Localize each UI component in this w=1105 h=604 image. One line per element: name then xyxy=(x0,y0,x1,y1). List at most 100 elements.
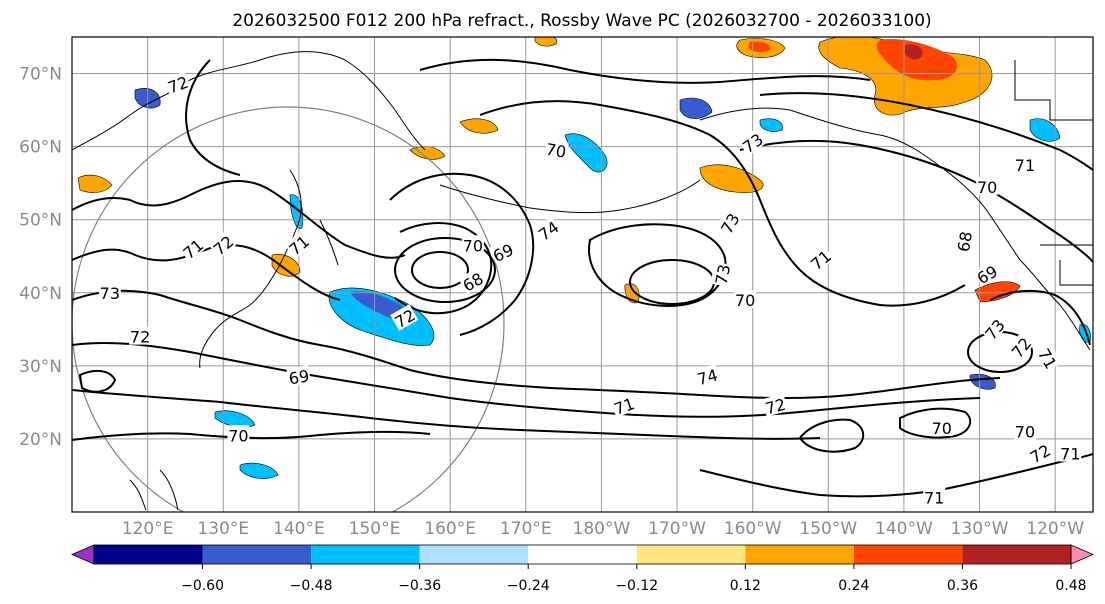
coastlines xyxy=(72,51,1093,511)
colorbar-tick-label: 0.24 xyxy=(838,578,869,594)
contour-west-1 xyxy=(185,59,241,176)
anomaly-strong-n xyxy=(748,41,771,53)
contour-label-bg xyxy=(1025,439,1054,466)
anomaly-strong-ne xyxy=(876,38,958,81)
contour-label: 69 xyxy=(287,366,310,388)
contour-low-outer xyxy=(389,172,535,336)
lon-label: 140°W xyxy=(875,519,933,539)
contour-label: 70 xyxy=(735,291,755,310)
contour-label-bg xyxy=(610,392,638,418)
colorbar-segment xyxy=(419,545,529,564)
contour-label: 73 xyxy=(712,263,734,286)
plot-title: 2026032500 F012 200 hPa refract., Rossby… xyxy=(232,11,931,31)
border-canada xyxy=(1014,60,1093,121)
contour-label-bg xyxy=(930,417,953,436)
contour-68-low xyxy=(411,251,469,289)
anomaly-negative-2 xyxy=(564,133,608,173)
contour-label-group: 70 xyxy=(543,138,569,162)
lon-label: 160°W xyxy=(724,519,782,539)
contour-label-group: 70 xyxy=(734,290,757,310)
contour-label: 71 xyxy=(924,488,944,507)
coast-asia-north xyxy=(72,51,426,151)
colorbar-frame xyxy=(93,544,1072,565)
contour-label: 70 xyxy=(228,426,248,445)
contour-label-bg xyxy=(98,282,121,301)
contour-label-group: 70 xyxy=(1013,421,1036,442)
contour-label: 72 xyxy=(130,328,150,347)
contour-label-group: 71 xyxy=(1013,154,1036,175)
contour-label-bg xyxy=(129,326,152,345)
contour-71-east xyxy=(759,92,1093,171)
contour-label-group: 73 xyxy=(98,282,121,303)
map-frame xyxy=(71,36,1094,513)
contour-label: 70 xyxy=(977,178,997,197)
contour-72 xyxy=(72,341,981,418)
colorbar-tick-label: −0.36 xyxy=(398,578,441,594)
contour-north-1 xyxy=(72,179,406,259)
contour-label-group: 70 xyxy=(227,425,250,445)
colorbar-segment xyxy=(962,545,1071,564)
contour-label-bg xyxy=(734,290,757,309)
contour-label: 71 xyxy=(1060,445,1080,464)
lon-label: 180°W xyxy=(573,519,631,539)
contour-label: 68 xyxy=(954,230,976,253)
anomaly-positive-1 xyxy=(534,37,558,47)
anomaly-negative-5 xyxy=(1029,118,1061,142)
contour-label-bg xyxy=(284,230,313,259)
contour-label-bg xyxy=(208,230,237,259)
contour-label-bg xyxy=(715,208,743,237)
contour-70-south xyxy=(72,430,431,441)
map-background xyxy=(72,37,1093,512)
lon-label: 120°E xyxy=(122,519,174,539)
contour-label-bg xyxy=(543,138,569,161)
lat-label: 60°N xyxy=(19,138,62,158)
contour-label-group: 74 xyxy=(694,364,720,389)
colorbar-tick-label: −0.60 xyxy=(181,578,224,594)
colorbar-tick-label: 0.12 xyxy=(730,578,761,594)
contour-70-low xyxy=(394,222,493,315)
contour-label-bg xyxy=(923,487,946,506)
colorbar-segment xyxy=(311,545,420,564)
contour-label: 70 xyxy=(463,236,483,255)
contour-label-bg xyxy=(461,235,484,254)
coast-asia-east xyxy=(199,169,302,369)
coast-kamchatka xyxy=(319,219,339,266)
contours xyxy=(72,58,1093,498)
contour-label-bg xyxy=(952,229,975,254)
contour-label-bg xyxy=(1035,344,1062,373)
state-borders xyxy=(1040,244,1093,286)
contour-label-group: 71 xyxy=(1059,443,1082,464)
contour-label-bg xyxy=(227,425,250,444)
colorbar-under-triangle xyxy=(70,544,95,565)
anomaly-negative-3 xyxy=(679,97,713,119)
contour-label-bg xyxy=(390,304,419,331)
colorbar-segment xyxy=(853,545,963,564)
anomaly-negative-10 xyxy=(759,118,783,132)
coast-philippines xyxy=(129,469,179,511)
colorbar-over-triangle xyxy=(1070,544,1095,565)
colorbar-tick-label: 0.36 xyxy=(947,578,978,594)
contour-label-bg xyxy=(164,71,191,96)
lat-label: 20°N xyxy=(19,430,62,450)
contour-label-group: 70 xyxy=(461,235,484,255)
anomaly-positive-2 xyxy=(699,164,764,193)
contour-label: 73 xyxy=(100,284,120,303)
colorbar: −0.60 −0.48 −0.36 −0.24 −0.12 0.12 0.24 0.36 0.4… xyxy=(70,544,1095,594)
coast-alaska xyxy=(699,107,991,216)
lon-label: 150°E xyxy=(349,519,401,539)
contour-label-bg xyxy=(286,365,312,387)
anomaly-negative-7 xyxy=(214,410,256,428)
contour-70-east xyxy=(739,139,1093,263)
coast-north-america-west xyxy=(989,214,1091,351)
latitude-labels: 70°N 60°N 50°N 40°N 30°N 20°N xyxy=(19,65,62,450)
contour-label-bg xyxy=(972,260,1001,287)
lon-label: 150°W xyxy=(799,519,857,539)
contour-label-bg xyxy=(1013,154,1036,173)
contour-71 xyxy=(72,389,821,440)
contour-label-group: 70 xyxy=(976,176,999,197)
colorbar-segment xyxy=(745,545,854,564)
contour-label: 71 xyxy=(1015,156,1035,175)
